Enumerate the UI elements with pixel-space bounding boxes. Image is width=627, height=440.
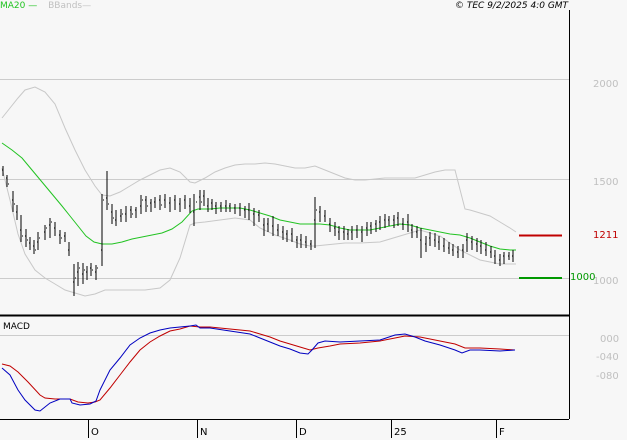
price-bars [2, 166, 514, 296]
price-axis-label-1000: 1000 [593, 276, 619, 287]
x-axis-label-2025: 25 [394, 427, 407, 438]
ma20-line [1, 142, 516, 251]
macd-line [1, 324, 516, 412]
x-axis-label-oct: O [91, 427, 99, 438]
macd-pane-title: MACD [3, 322, 30, 332]
x-axis-label-feb: F [499, 427, 505, 438]
x-axis-ticks [88, 420, 497, 438]
x-axis-label-dec: D [299, 427, 307, 438]
price-axis-label-1500: 1500 [593, 177, 619, 188]
x-axis-label-nov: N [200, 427, 208, 438]
macd-axis-label-neg040: -040 [596, 352, 619, 363]
macd-axis-label-neg080: -080 [596, 371, 619, 382]
legend-ma20: MA20 — [0, 1, 38, 11]
price-axis-label-2000: 2000 [593, 79, 619, 90]
chart-legend: MA20 — BBands— [0, 0, 91, 12]
macd-signal-line [1, 325, 516, 404]
support-level-label: 1000 [570, 272, 596, 283]
copyright-timestamp: © TEC 9/2/2025 4:0 GMT [455, 1, 569, 11]
bollinger-bands [1, 86, 517, 297]
resistance-level-label: 1211 [593, 230, 619, 241]
legend-bbands: BBands— [48, 1, 92, 11]
macd-axis-label-0: 000 [600, 334, 620, 345]
price-gridlines [0, 79, 569, 279]
